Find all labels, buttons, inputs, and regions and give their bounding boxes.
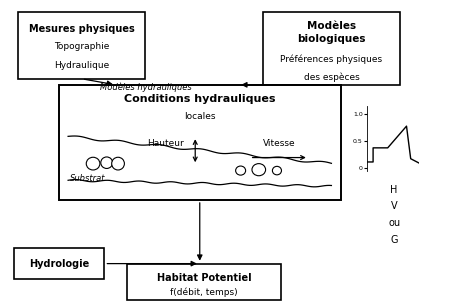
- Ellipse shape: [101, 157, 113, 168]
- Bar: [59, 85, 340, 200]
- Text: Modèles hydrauliques: Modèles hydrauliques: [100, 83, 192, 92]
- Text: Topographie: Topographie: [54, 42, 109, 52]
- Text: Conditions hydrauliques: Conditions hydrauliques: [124, 94, 276, 104]
- Text: Hydrologie: Hydrologie: [29, 258, 89, 269]
- Text: ou: ou: [388, 218, 400, 228]
- Ellipse shape: [236, 166, 246, 175]
- Ellipse shape: [252, 164, 266, 176]
- Text: Préférences physiques: Préférences physiques: [281, 55, 382, 64]
- Text: Hauteur: Hauteur: [148, 139, 184, 148]
- Text: Vitesse: Vitesse: [263, 139, 296, 148]
- Bar: [127, 264, 281, 300]
- Text: des espèces: des espèces: [304, 73, 359, 82]
- Ellipse shape: [272, 166, 281, 175]
- Text: Substrat: Substrat: [70, 174, 106, 183]
- Bar: [14, 248, 104, 279]
- Text: G: G: [390, 235, 398, 245]
- Text: Modèles
biologiques: Modèles biologiques: [297, 21, 365, 44]
- Text: H: H: [390, 185, 398, 195]
- Text: Hydraulique: Hydraulique: [54, 61, 109, 70]
- Ellipse shape: [112, 157, 124, 170]
- Bar: [263, 12, 400, 85]
- Text: f(débit, temps): f(débit, temps): [171, 288, 238, 297]
- Text: V: V: [391, 201, 397, 211]
- Text: Mesures physiques: Mesures physiques: [29, 24, 134, 34]
- Text: locales: locales: [184, 112, 216, 121]
- Bar: [18, 12, 145, 79]
- Ellipse shape: [86, 157, 100, 170]
- Text: Habitat Potentiel: Habitat Potentiel: [157, 273, 252, 283]
